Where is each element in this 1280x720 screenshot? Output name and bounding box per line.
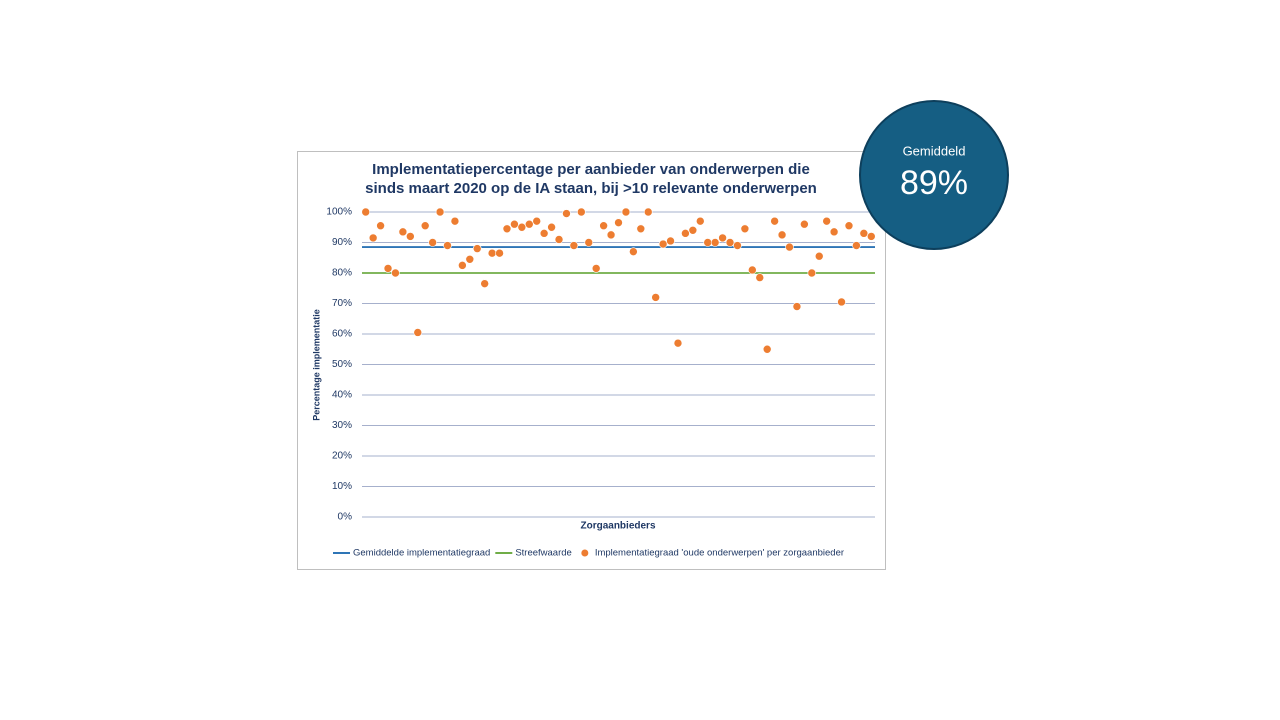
data-point (621, 207, 631, 217)
data-point (368, 233, 378, 243)
y-tick-label: 40% (332, 390, 352, 401)
data-point (591, 264, 601, 273)
data-point (577, 207, 586, 217)
y-axis-label: Percentage implementatie (311, 309, 321, 421)
data-point (852, 241, 861, 250)
data-point (740, 224, 750, 234)
y-tick-label: 50% (332, 359, 352, 370)
data-point (517, 222, 527, 232)
data-point (733, 241, 742, 250)
data-point (472, 244, 482, 253)
data-point (562, 209, 571, 218)
data-point (532, 216, 542, 226)
badge-label: Gemiddeld (903, 143, 966, 158)
data-point (688, 226, 698, 235)
data-point (844, 221, 854, 231)
data-point (681, 229, 690, 238)
data-point (383, 264, 393, 273)
data-point (443, 241, 452, 250)
legend-label: Gemiddelde implementatiegraad (353, 548, 490, 559)
data-point (829, 227, 839, 237)
data-point (859, 229, 869, 238)
y-tick-label: 90% (332, 237, 352, 248)
data-point (539, 229, 549, 238)
data-point (428, 238, 437, 247)
badge (859, 100, 1009, 250)
data-point (420, 221, 430, 231)
data-point (755, 273, 765, 282)
y-tick-label: 10% (332, 481, 352, 492)
data-point (376, 221, 385, 231)
data-point (807, 268, 817, 278)
data-point (450, 216, 460, 226)
data-point (770, 216, 779, 226)
data-point (599, 221, 608, 231)
data-point (606, 230, 616, 240)
data-point (695, 216, 705, 226)
legend: Gemiddelde implementatiegraad Streefwaard… (333, 548, 844, 559)
data-point (636, 224, 646, 234)
data-point (502, 224, 512, 234)
y-tick-label: 0% (338, 512, 353, 523)
x-axis-label: Zorgaanbieders (580, 521, 655, 532)
data-point (584, 238, 594, 247)
data-point (762, 344, 772, 354)
data-point (748, 265, 757, 275)
data-point (487, 248, 497, 258)
data-point (800, 219, 809, 229)
legend-swatch (581, 549, 589, 557)
data-point (398, 227, 408, 237)
data-point (554, 235, 564, 244)
data-point (465, 254, 475, 264)
data-point (569, 241, 579, 250)
badge-value: 89% (900, 164, 968, 202)
data-point (643, 207, 653, 217)
data-point (725, 238, 735, 247)
data-point (406, 232, 415, 241)
data-point (510, 219, 519, 229)
data-point (792, 302, 802, 311)
data-point (666, 236, 675, 246)
data-point (614, 218, 623, 227)
y-tick-label: 20% (332, 451, 352, 462)
data-point (837, 297, 846, 307)
data-point (524, 219, 534, 229)
data-point (413, 328, 423, 337)
data-point (658, 239, 668, 249)
legend-label: Implementatiegraad 'oude onderwerpen' pe… (595, 548, 844, 559)
data-point (547, 222, 556, 232)
data-point (710, 238, 720, 247)
data-point (480, 279, 489, 288)
y-tick-label: 100% (326, 207, 352, 218)
y-tick-label: 60% (332, 329, 352, 340)
chart-title: Implementatiepercentage per aanbieder va… (372, 161, 810, 178)
data-point (629, 247, 638, 256)
data-point (703, 238, 713, 247)
data-point (718, 233, 727, 243)
y-tick-label: 80% (332, 268, 352, 279)
y-tick-label: 30% (332, 420, 352, 431)
data-point (458, 261, 467, 270)
data-point (651, 293, 660, 302)
legend-label: Streefwaarde (515, 548, 572, 559)
chart-frame (297, 151, 886, 570)
data-point (814, 251, 824, 261)
data-point (777, 230, 787, 240)
plot: 0% 10% 20% 30% 40% 50% 60% 70% 80% 90% 100% (326, 207, 876, 523)
data-point (435, 207, 445, 217)
data-point (785, 242, 794, 252)
chart-title: sinds maart 2020 op de IA staan, bij >10… (365, 180, 817, 197)
y-tick-label: 70% (332, 298, 352, 309)
data-point (361, 207, 371, 217)
data-point (866, 232, 876, 241)
data-point (822, 216, 831, 226)
data-point (673, 338, 683, 348)
data-point (495, 248, 504, 258)
data-point (391, 268, 400, 278)
